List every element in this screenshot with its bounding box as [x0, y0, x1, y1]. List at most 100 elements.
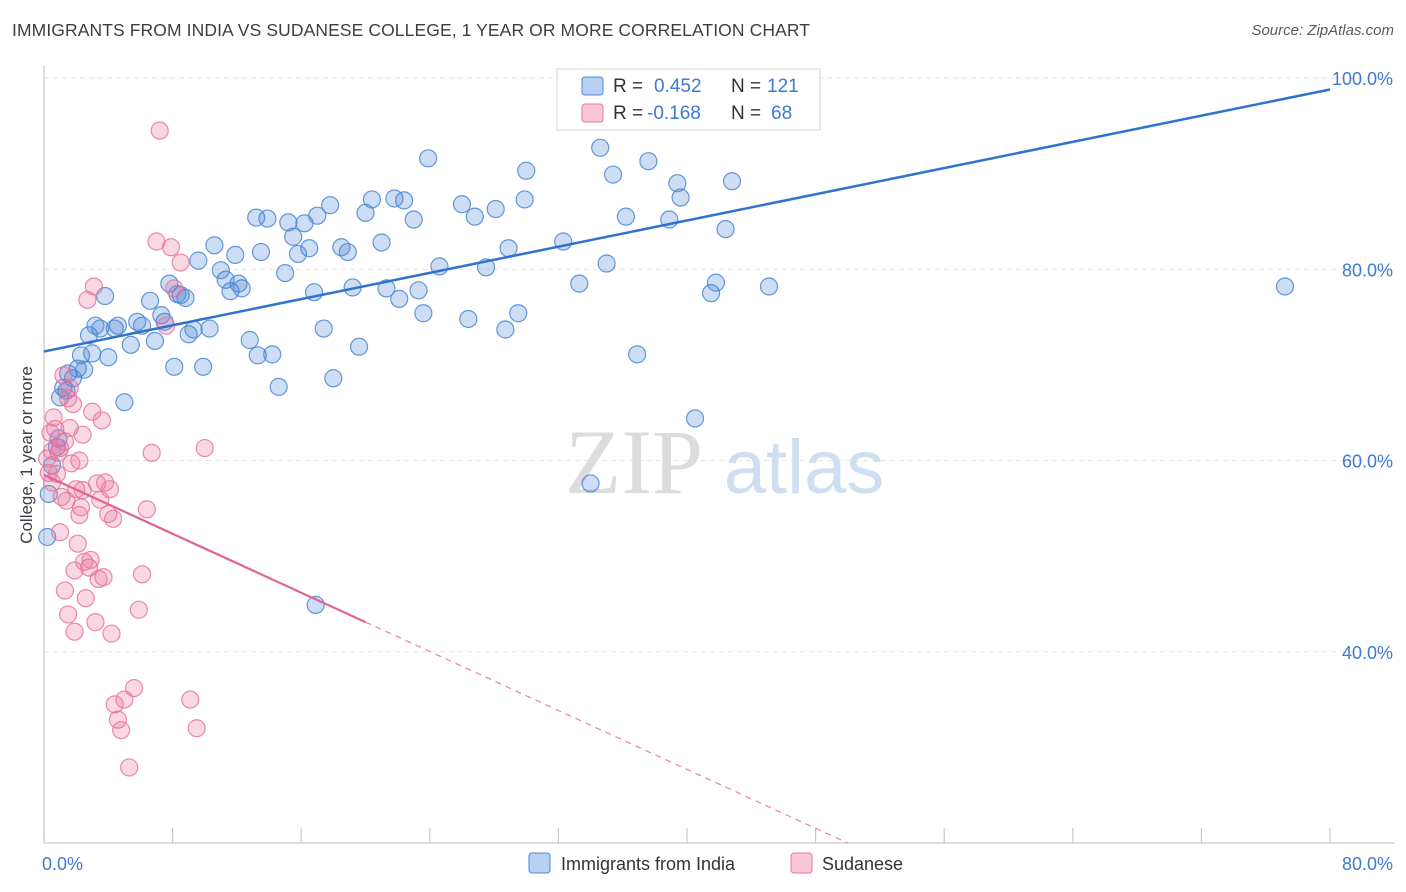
legend-n-label: N =: [731, 76, 761, 97]
x-tick-label: 80.0%: [1342, 854, 1393, 874]
data-point: [150, 121, 169, 140]
data-point: [112, 721, 131, 740]
data-point: [288, 244, 308, 264]
data-point: [200, 319, 219, 338]
data-point: [165, 357, 184, 376]
data-point: [86, 316, 105, 335]
data-point: [46, 419, 65, 439]
data-point: [99, 348, 118, 367]
data-point: [324, 369, 343, 388]
data-point: [50, 523, 70, 542]
data-point: [60, 378, 79, 397]
data-point: [1275, 277, 1295, 296]
data-point: [181, 690, 200, 709]
data-point: [685, 409, 705, 428]
legend-swatch-india: [581, 76, 604, 96]
data-point: [226, 245, 245, 265]
data-point: [671, 188, 690, 207]
data-point: [722, 172, 742, 191]
y-tick-label: 100.0%: [1332, 69, 1393, 89]
data-point: [314, 319, 333, 338]
data-point: [258, 209, 277, 228]
data-point: [404, 210, 423, 229]
legend-n-label: N =: [731, 103, 761, 124]
x-tick-label: 0.0%: [42, 854, 83, 874]
axes: [43, 66, 1395, 844]
legend-r-label: R =: [613, 76, 643, 97]
data-point: [55, 581, 74, 600]
data-point: [300, 239, 319, 258]
data-point: [102, 624, 121, 643]
data-point: [232, 279, 251, 298]
data-point: [91, 319, 110, 338]
data-point: [121, 335, 140, 354]
data-point: [616, 207, 636, 226]
data-point: [108, 710, 128, 729]
data-point: [104, 509, 123, 528]
legend-n-value: 68: [771, 103, 792, 124]
data-point: [284, 227, 303, 246]
data-point: [570, 274, 589, 293]
source-note: Source: ZipAtlas.com: [1251, 22, 1394, 39]
data-point: [59, 605, 78, 624]
data-point: [120, 758, 139, 777]
data-point: [63, 394, 83, 414]
data-point: [75, 360, 94, 379]
data-point: [276, 263, 295, 283]
data-point: [452, 195, 472, 214]
data-point: [165, 279, 184, 298]
data-point: [668, 174, 687, 193]
y-tick-label: 80.0%: [1342, 260, 1393, 280]
data-point: [71, 498, 91, 517]
data-point: [459, 309, 478, 329]
legend-swatch-india: [528, 852, 551, 874]
data-point: [171, 285, 190, 305]
trend-line-sudanese-extension: [365, 621, 848, 844]
data-point: [194, 357, 213, 376]
data-point: [349, 337, 369, 356]
data-point: [419, 149, 438, 168]
trend-line-sudanese: [43, 473, 366, 624]
legend-r-label: R =: [613, 103, 643, 124]
data-point: [70, 505, 89, 525]
data-point: [187, 719, 206, 738]
data-point: [108, 316, 128, 335]
data-point: [486, 199, 505, 219]
legend-label-india: Immigrants from India: [561, 854, 736, 874]
grid-lines: [44, 77, 1395, 653]
data-point: [372, 233, 391, 252]
data-point: [394, 191, 414, 210]
data-point: [515, 190, 534, 209]
data-point: [706, 273, 726, 292]
data-point: [702, 284, 721, 303]
data-point: [70, 451, 89, 470]
data-point: [362, 190, 382, 209]
data-point: [81, 550, 100, 570]
data-point: [137, 500, 156, 519]
data-point: [279, 213, 298, 232]
data-point: [129, 600, 148, 619]
sudanese-points: [38, 121, 214, 777]
data-point: [251, 242, 271, 262]
data-point: [142, 443, 161, 462]
data-point: [308, 206, 327, 225]
data-point: [390, 289, 409, 308]
data-point: [75, 552, 94, 571]
data-point: [55, 432, 74, 451]
data-point: [171, 253, 190, 272]
data-point: [716, 219, 735, 239]
data-point: [132, 565, 152, 584]
data-point: [44, 408, 63, 427]
data-point: [628, 345, 647, 364]
legend-r-value: -0.168: [647, 103, 701, 124]
data-point: [409, 281, 428, 300]
data-point: [377, 279, 396, 298]
data-point: [496, 320, 515, 339]
data-point: [263, 345, 282, 364]
data-point: [54, 378, 73, 397]
trend-line-india: [43, 88, 1331, 353]
data-point: [73, 425, 92, 444]
tick-labels: 0.0% 80.0% 40.0% 60.0% 80.0% 100.0%: [42, 69, 1393, 874]
legend-swatch-sudanese: [790, 852, 813, 874]
